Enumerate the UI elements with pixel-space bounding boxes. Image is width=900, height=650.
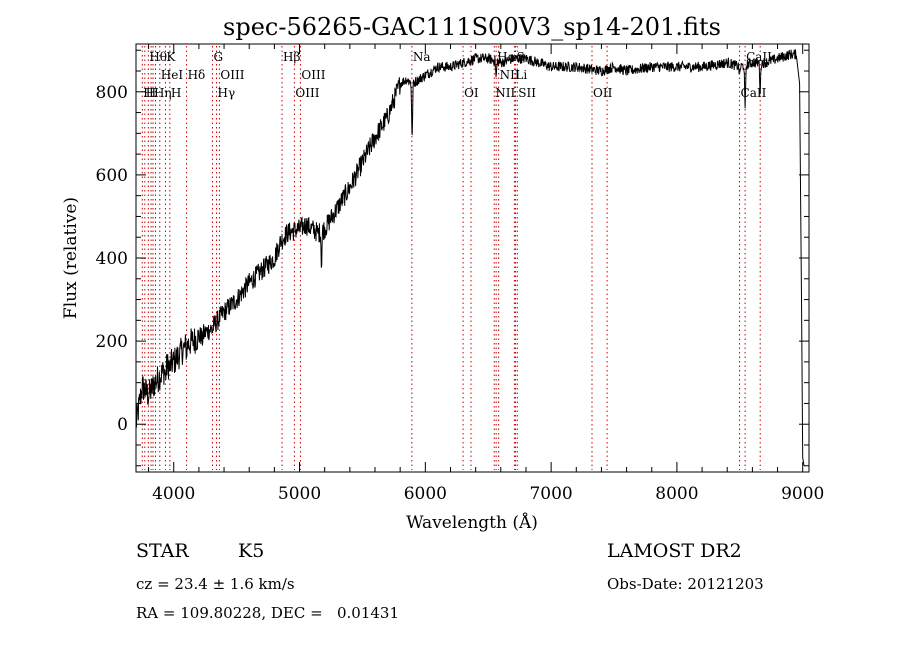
line-marker-label: SII	[518, 86, 536, 100]
line-marker-label: NII	[495, 86, 515, 100]
spectrum-line	[135, 49, 805, 466]
axis-tick-labels: 4000 5000 6000 7000 8000 9000 0 200 400 600 800	[96, 83, 825, 504]
y-tick-label: 800	[96, 83, 128, 103]
line-marker-label: K	[166, 50, 176, 64]
y-axis-label: Flux (relative)	[61, 197, 81, 319]
line-marker-label: Hγ	[218, 86, 236, 100]
line-marker-label: Hβ	[283, 50, 300, 64]
chart-title: spec-56265-GAC111S00V3_sp14-201.fits	[223, 13, 721, 41]
coordinates: RA = 109.80228, DEC = 0.01431	[136, 604, 400, 622]
line-marker-label: OIII	[301, 68, 325, 82]
line-marker-label: OIII	[295, 86, 319, 100]
line-marker-label: H	[146, 86, 156, 100]
object-type: STAR	[136, 540, 189, 562]
line-marker-label: OII	[593, 86, 613, 100]
observation-date: Obs-Date: 20121203	[607, 575, 764, 593]
line-marker-label: H	[143, 86, 153, 100]
survey-name: LAMOST DR2	[607, 540, 742, 562]
x-tick-label: 4000	[152, 484, 195, 504]
y-tick-label: 200	[96, 332, 128, 352]
x-tick-label: 9000	[781, 484, 824, 504]
line-marker-label: G	[213, 50, 223, 64]
line-marker-label: CaII	[746, 50, 772, 64]
line-marker-label: OIII	[220, 68, 244, 82]
line-marker-label: NII	[500, 68, 520, 82]
x-tick-label: 5000	[278, 484, 321, 504]
line-marker-label: CaII	[741, 86, 767, 100]
line-marker-label: Hη	[154, 86, 172, 100]
line-marker-label: Hα	[497, 50, 516, 64]
y-tick-label: 0	[117, 415, 128, 435]
line-marker-label: Na	[413, 50, 431, 64]
line-marker-label: S	[517, 50, 525, 64]
line-marker-label: Hθ	[149, 50, 167, 64]
y-tick-label: 600	[96, 166, 128, 186]
line-marker-label: OI	[464, 86, 479, 100]
line-marker-guides	[141, 46, 761, 470]
line-marker-label: HeI	[161, 68, 184, 82]
object-subclass: K5	[238, 540, 265, 562]
x-axis-label: Wavelength (Å)	[406, 512, 538, 533]
plot-frame	[135, 43, 810, 473]
x-tick-label: 7000	[529, 484, 572, 504]
y-tick-label: 400	[96, 249, 128, 269]
redshift-velocity: cz = 23.4 ± 1.6 km/s	[136, 575, 295, 593]
x-tick-label: 6000	[404, 484, 447, 504]
line-marker-label: H	[171, 86, 181, 100]
axis-ticks	[136, 44, 809, 472]
x-tick-label: 8000	[655, 484, 698, 504]
line-marker-label: Hδ	[188, 68, 206, 82]
line-marker-label: Li	[515, 68, 527, 82]
